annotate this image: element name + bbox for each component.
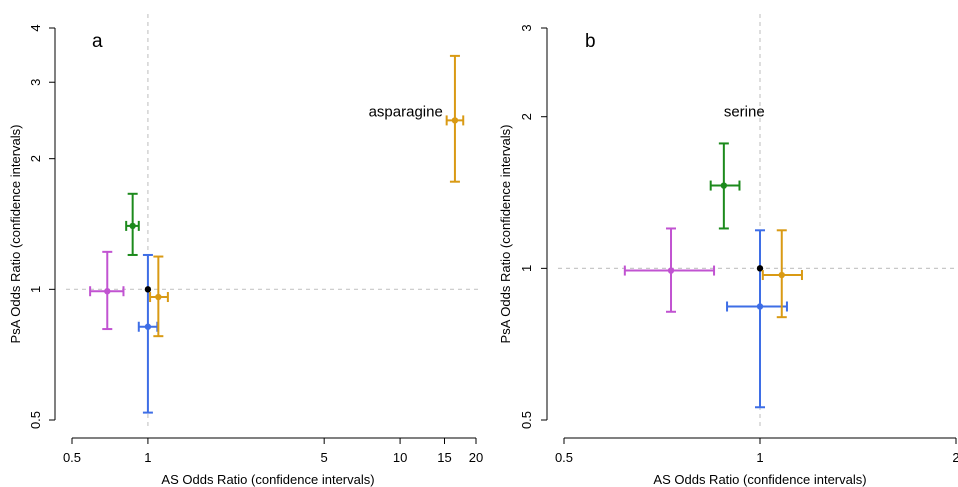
panel-b-y-tick-label: 0.5 <box>519 411 534 429</box>
panel-b-x-tick-label: 2 <box>952 450 958 465</box>
panel-a-y-tick-label: 0.5 <box>28 411 43 429</box>
panel-a-x-tick-label: 15 <box>437 450 451 465</box>
panel-a-y-axis-label: PsA Odds Ratio (confidence intervals) <box>8 125 23 344</box>
panel-a-x-tick-label: 1 <box>144 450 151 465</box>
panel-a-data-point <box>451 117 459 124</box>
panel-b-y-axis-label: PsA Odds Ratio (confidence intervals) <box>498 125 513 344</box>
panel-b-y-tick-label: 2 <box>519 113 534 120</box>
panel-b-data-point <box>756 303 764 310</box>
panel-b-data-point <box>720 182 728 189</box>
panel-b-x-tick-label: 0.5 <box>555 450 573 465</box>
panel-a-data-point <box>104 288 111 295</box>
panel-a-annotation: asparagine <box>369 104 443 121</box>
panel-b-data-point <box>778 271 785 279</box>
panel-a-x-tick-label: 20 <box>469 450 483 465</box>
panel-a-y-tick-label: 3 <box>28 79 43 86</box>
panel-b-x-axis-label: AS Odds Ratio (confidence intervals) <box>653 472 866 487</box>
panel-a-y-tick-label: 4 <box>28 24 43 31</box>
panel-b-label: b <box>585 31 596 52</box>
panel-a-data-point <box>144 323 152 330</box>
panel-a-x-tick-label: 5 <box>321 450 328 465</box>
panel-a-data-point <box>144 286 152 293</box>
panel-a-x-axis-label: AS Odds Ratio (confidence intervals) <box>161 472 374 487</box>
panel-b-y-tick-label: 3 <box>519 24 534 31</box>
panel-a-data-point <box>155 293 162 301</box>
panel-b-x-tick-label: 1 <box>756 450 763 465</box>
panel-a-y-tick-label: 2 <box>28 155 43 162</box>
panel-a-x-tick-label: 10 <box>393 450 407 465</box>
panel-a-label: a <box>92 31 103 52</box>
panel-a-x-tick-label: 0.5 <box>63 450 81 465</box>
panel-b-data-point <box>667 267 675 274</box>
panel-b-data-point <box>756 265 764 272</box>
panel-a-y-tick-label: 1 <box>28 286 43 293</box>
panel-b-annotation: serine <box>724 104 765 121</box>
panel-b-y-tick-label: 1 <box>519 265 534 272</box>
panel-a-data-point <box>129 222 136 230</box>
